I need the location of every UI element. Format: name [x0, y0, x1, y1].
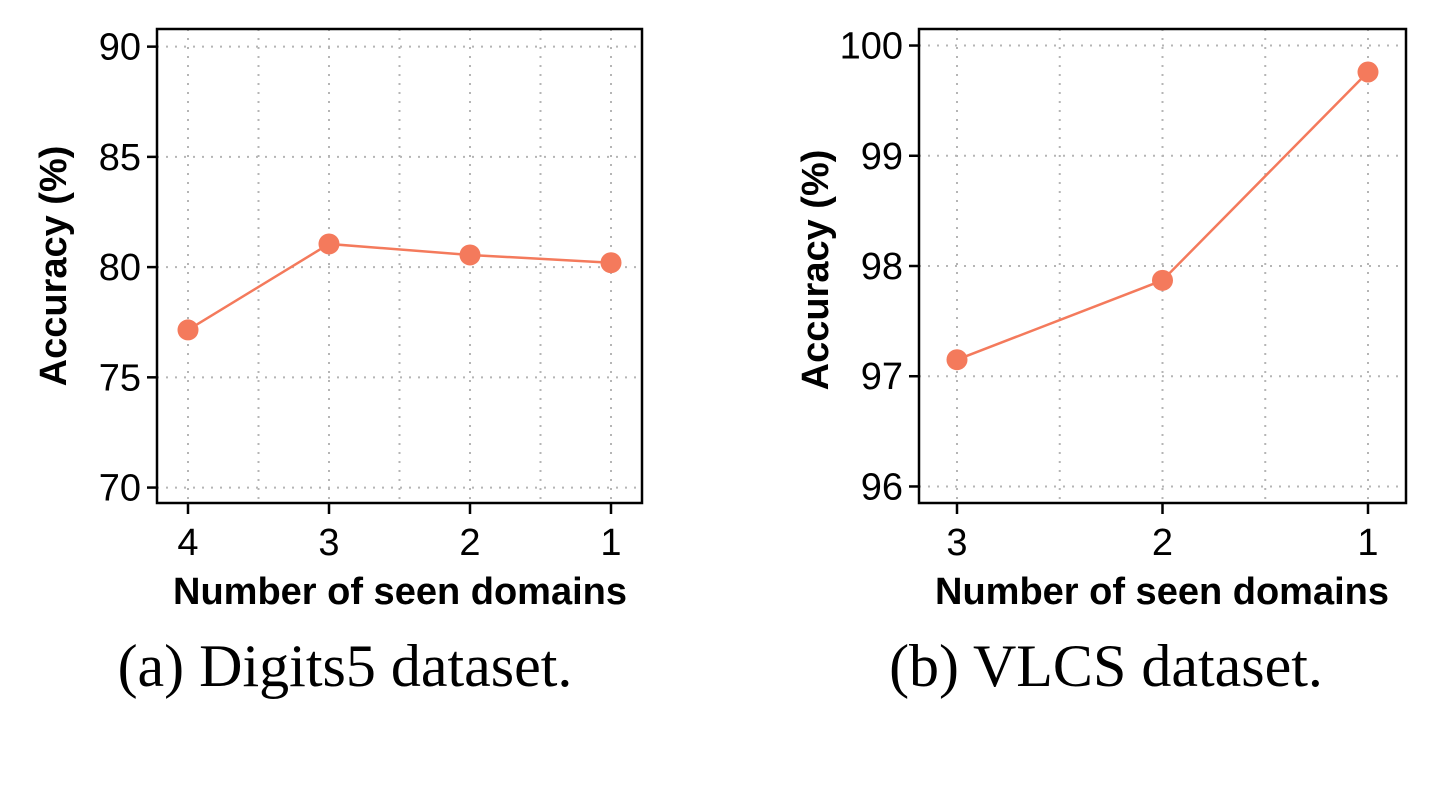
x-axis-label: Number of seen domains — [173, 571, 627, 613]
data-point — [1357, 61, 1379, 83]
x-tick-label: 1 — [600, 522, 621, 564]
series-line — [956, 71, 1369, 361]
x-tick-label: 2 — [1152, 522, 1173, 564]
y-tick-label: 75 — [99, 357, 141, 399]
y-tick-label: 70 — [99, 468, 141, 510]
y-tick-label: 85 — [99, 137, 141, 179]
y-tick-label: 97 — [861, 356, 903, 398]
x-tick-label: 3 — [946, 522, 967, 564]
y-tick-label: 80 — [99, 247, 141, 289]
data-point — [1152, 269, 1173, 291]
y-tick-label: 98 — [861, 246, 903, 288]
y-tick-label: 100 — [840, 26, 903, 68]
panel-vlcs: 96 97 98 99 100 3 2 1 Accuracy (%) Number of s… — [795, 26, 1408, 699]
panel-digits5: 70 75 80 85 90 4 3 2 1 Accuracy (%) Number of s… — [33, 27, 644, 699]
caption: (b) VLCS dataset. — [889, 633, 1323, 699]
series-line — [187, 242, 612, 332]
data-point — [946, 349, 968, 371]
x-tick-label: 2 — [459, 522, 480, 564]
data-point — [600, 252, 622, 274]
x-tick-label: 3 — [318, 522, 339, 564]
caption: (a) Digits5 dataset. — [118, 633, 573, 699]
y-axis-label: Accuracy (%) — [795, 150, 837, 391]
y-tick-label: 90 — [99, 27, 141, 69]
data-point — [459, 244, 481, 266]
data-point — [177, 319, 199, 341]
plot-frame — [155, 27, 644, 505]
y-tick-label: 96 — [861, 466, 903, 508]
y-axis-label: Accuracy (%) — [33, 146, 75, 387]
x-axis-label: Number of seen domains — [935, 571, 1389, 613]
data-point — [318, 233, 340, 255]
x-tick-label: 4 — [177, 522, 198, 564]
y-tick-label: 99 — [861, 136, 903, 178]
x-tick-label: 1 — [1357, 522, 1378, 564]
